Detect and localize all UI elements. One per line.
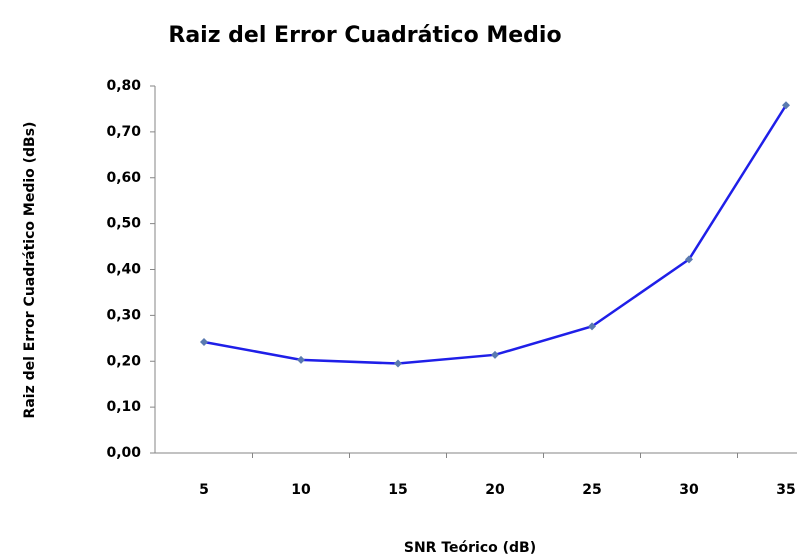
marker [200,337,208,346]
y-tick-label: 0,60 [106,170,141,186]
marker [588,322,596,331]
line [203,104,788,365]
y-axis-label: Raiz del Error Cuadrático Medio (dBs) [22,122,38,419]
chart-title: Raiz del Error Cuadrático Medio [168,23,561,48]
x-tick-label: 15 [388,482,407,498]
x-tick-label: 10 [291,482,311,498]
y-tick-label: 0,40 [106,262,141,278]
y-tick-label: 0,80 [106,78,141,94]
x-tick-label: 25 [582,482,601,498]
y-tick-label: 0,10 [106,399,141,415]
marker [685,255,693,264]
x-tick-label: 30 [679,482,699,498]
marker [394,359,402,368]
y-tick-label: 0,70 [106,124,141,140]
y-tick-label: 0,30 [106,307,141,323]
y-tick-label: 0,20 [106,353,141,369]
marker [297,355,305,364]
x-tick-label: 35 [776,482,795,498]
y-tick-label: 0,00 [106,445,141,461]
x-tick-label: 5 [199,482,209,498]
y-tick-label: 0,50 [106,216,141,232]
x-axis-label: SNR Teórico (dB) [404,540,536,556]
marker [782,101,790,110]
marker [491,350,499,359]
x-tick-label: 20 [485,482,505,498]
